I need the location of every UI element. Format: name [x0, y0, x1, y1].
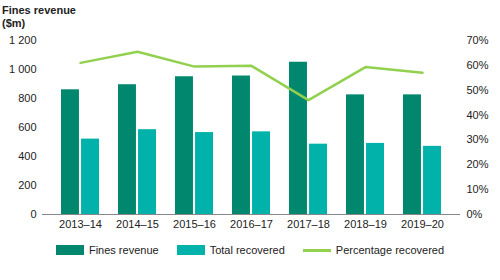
svg-text:200: 200 [18, 179, 36, 191]
svg-text:2013–14: 2013–14 [59, 218, 102, 230]
html-text:Percentage recovered: Percentage recovered [335, 244, 445, 256]
svg-text:2015–16: 2015–16 [173, 218, 216, 230]
svg-text:2018–19: 2018–19 [344, 218, 387, 230]
svg-text:2017–18: 2017–18 [287, 218, 330, 230]
svg-text:800: 800 [18, 92, 36, 104]
svg-text:2019–20: 2019–20 [401, 218, 444, 230]
svg-text:2016–17: 2016–17 [230, 218, 273, 230]
svg-text:60%: 60% [467, 59, 489, 71]
svg-text:70%: 70% [467, 34, 489, 46]
html-text:Fines revenue ($m): Fines revenue ($m) [2, 4, 76, 29]
html-text:Total recovered: Total recovered [209, 244, 285, 256]
svg-text:0%: 0% [467, 208, 483, 220]
svg-text:10%: 10% [467, 183, 489, 195]
html-text:Fines revenue: Fines revenue [88, 244, 159, 256]
svg-text:1 000: 1 000 [9, 63, 37, 75]
svg-text:400: 400 [18, 150, 36, 162]
svg-text:2014–15: 2014–15 [116, 218, 159, 230]
svg-text:1 200: 1 200 [9, 34, 37, 46]
svg-text:0: 0 [30, 208, 36, 220]
svg-text:40%: 40% [467, 109, 489, 121]
svg-text:600: 600 [18, 121, 36, 133]
svg-text:50%: 50% [467, 84, 489, 96]
svg-text:30%: 30% [467, 133, 489, 145]
svg-text:20%: 20% [467, 158, 489, 170]
